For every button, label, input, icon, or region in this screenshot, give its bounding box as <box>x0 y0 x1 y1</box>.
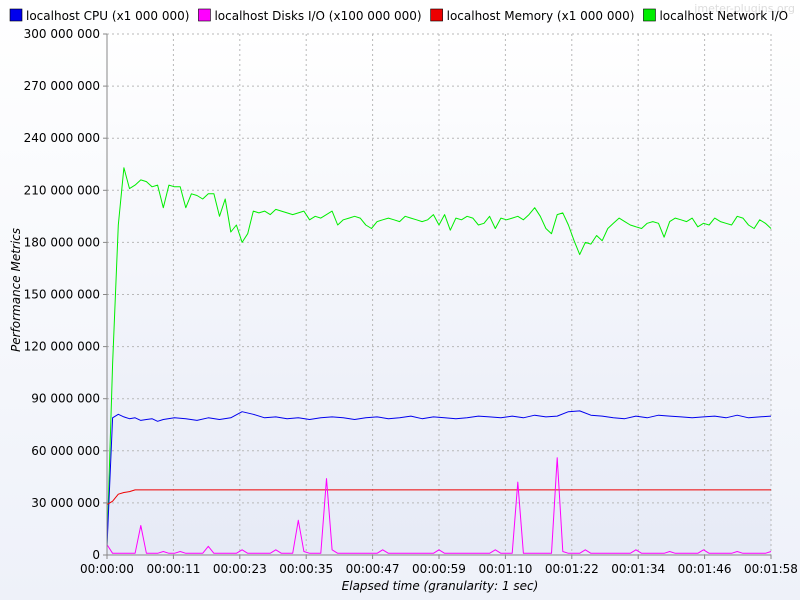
x-tick-label: 00:00:59 <box>412 562 466 576</box>
axes: 0 30 000 000 60 000 000 90 000 000 120 000 0… <box>24 27 798 576</box>
x-tick-label: 00:01:10 <box>478 562 532 576</box>
series-line-4 <box>106 167 772 547</box>
y-tick-label: 150 000 000 <box>24 288 100 302</box>
y-tick-label: 270 000 000 <box>24 79 100 93</box>
x-tick-label: 00:00:47 <box>346 562 400 576</box>
legend-label-1: localhost CPU (x1 000 000) <box>26 9 189 23</box>
x-tick-label: 00:00:35 <box>279 562 333 576</box>
legend-label-3: localhost Memory (x1 000 000) <box>447 9 635 23</box>
series-line-1 <box>106 410 772 547</box>
series-line-2 <box>106 457 772 554</box>
legend-swatch-1 <box>9 8 23 22</box>
x-tick-label: 00:00:00 <box>80 562 134 576</box>
y-tick-label: 60 000 000 <box>31 444 100 458</box>
y-tick-label: 180 000 000 <box>24 235 100 249</box>
y-tick-label: 0 <box>92 548 100 562</box>
series-layer <box>106 167 772 554</box>
x-axis-label: Elapsed time (granularity: 1 sec) <box>342 579 539 593</box>
watermark: jmeter-plugins.org <box>693 2 795 15</box>
legend-label-2: localhost Disks I/O (x100 000 000) <box>214 9 421 23</box>
y-tick-label: 30 000 000 <box>31 496 100 510</box>
legend-swatch-3 <box>430 8 443 22</box>
x-tick-label: 00:01:22 <box>545 562 599 576</box>
y-tick-label: 120 000 000 <box>24 340 100 354</box>
x-tick-label: 00:01:46 <box>678 562 732 576</box>
y-tick-label: 240 000 000 <box>24 131 100 145</box>
y-tick-label: 90 000 000 <box>31 392 100 406</box>
grid <box>107 33 772 555</box>
x-tick-label: 00:00:11 <box>146 562 200 576</box>
y-axis-label: Performance Metrics <box>9 228 23 352</box>
x-tick-label: 00:00:23 <box>213 562 267 576</box>
legend-label-4: localhost Network I/O <box>659 9 788 23</box>
series-line-3 <box>106 489 771 506</box>
y-tick-label: 300 000 000 <box>24 27 100 41</box>
y-tick-label: 210 000 000 <box>24 183 100 197</box>
x-tick-label: 00:01:34 <box>611 562 665 576</box>
legend-swatch-4 <box>643 8 656 22</box>
x-tick-label: 00:01:58 <box>744 562 798 576</box>
legend: localhost CPU (x1 000 000) localhost Disk… <box>9 8 788 23</box>
legend-swatch-2 <box>198 8 211 22</box>
